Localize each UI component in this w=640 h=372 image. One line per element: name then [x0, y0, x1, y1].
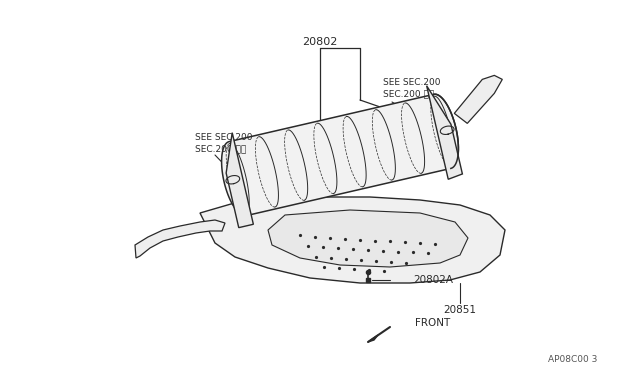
Polygon shape: [368, 335, 378, 342]
Text: SEE SEC.200
SEC.200 参照: SEE SEC.200 SEC.200 参照: [195, 133, 253, 153]
Text: FRONT: FRONT: [415, 318, 451, 328]
Polygon shape: [135, 220, 225, 258]
Polygon shape: [268, 210, 468, 267]
Text: 20802A: 20802A: [413, 275, 453, 285]
Text: 20851: 20851: [444, 305, 477, 315]
Polygon shape: [221, 94, 458, 216]
Polygon shape: [200, 197, 505, 283]
Polygon shape: [454, 76, 502, 124]
Text: 20802: 20802: [302, 37, 338, 47]
Text: SEE SEC.200
SEC.200 参照: SEE SEC.200 SEC.200 参照: [383, 78, 440, 98]
Polygon shape: [427, 86, 463, 179]
Text: AP08C00 3: AP08C00 3: [548, 356, 597, 365]
Polygon shape: [226, 133, 253, 228]
